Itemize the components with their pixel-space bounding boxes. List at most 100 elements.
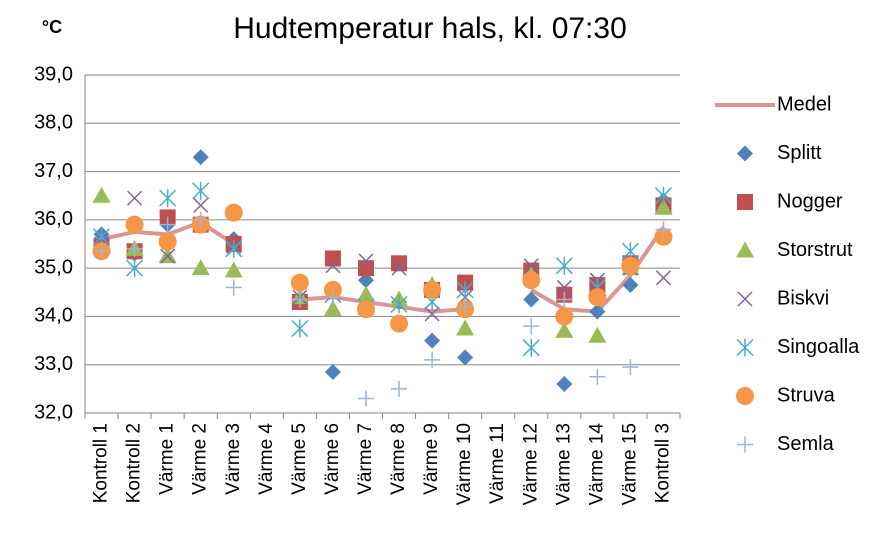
data-point bbox=[224, 203, 243, 222]
x-tick-label: Värme 5 bbox=[289, 423, 310, 495]
legend-label: Medel bbox=[777, 93, 831, 115]
series-line bbox=[101, 220, 666, 314]
data-point bbox=[589, 368, 606, 385]
data-point bbox=[191, 259, 210, 276]
data-point bbox=[358, 253, 374, 269]
chart-title: Hudtemperatur hals, kl. 07:30 bbox=[233, 12, 627, 45]
x-tick-label: Värme 3 bbox=[223, 423, 244, 495]
data-point bbox=[457, 298, 474, 315]
x-tick-label: Värme 8 bbox=[388, 423, 409, 495]
y-tick-label: 35,0 bbox=[34, 256, 73, 278]
x-tick-label: Värme 10 bbox=[454, 423, 475, 505]
data-point bbox=[424, 332, 441, 349]
data-point bbox=[125, 215, 144, 234]
legend-label: Nogger bbox=[777, 190, 843, 212]
data-point bbox=[92, 186, 111, 203]
legend-swatch bbox=[737, 291, 753, 307]
data-point bbox=[555, 307, 574, 326]
data-point bbox=[555, 256, 573, 275]
legend-label: Storstrut bbox=[777, 239, 853, 261]
legend-label: Splitt bbox=[777, 142, 822, 164]
data-point bbox=[324, 289, 341, 306]
data-point bbox=[93, 243, 110, 260]
data-point bbox=[356, 285, 375, 302]
data-point bbox=[423, 280, 442, 299]
x-tick-label: Värme 14 bbox=[586, 423, 607, 506]
x-tick-label: Värme 6 bbox=[322, 423, 343, 495]
data-point bbox=[655, 221, 672, 238]
legend-swatch bbox=[736, 387, 754, 405]
data-point bbox=[424, 351, 441, 368]
x-tick-label: Värme 12 bbox=[520, 423, 541, 505]
legend-swatch bbox=[737, 436, 753, 453]
data-point bbox=[622, 277, 639, 294]
data-point bbox=[390, 295, 408, 314]
legend-swatch bbox=[736, 338, 754, 357]
data-point bbox=[192, 211, 209, 228]
data-point bbox=[192, 149, 209, 166]
data-point bbox=[654, 186, 673, 205]
y-tick-label: 36,0 bbox=[34, 208, 73, 230]
data-point bbox=[556, 376, 573, 393]
legend-swatch bbox=[737, 194, 753, 210]
y-axis-label: °C bbox=[42, 17, 62, 37]
data-point bbox=[523, 258, 539, 274]
data-point bbox=[357, 272, 374, 289]
x-tick-label: Värme 9 bbox=[421, 423, 442, 495]
data-point bbox=[456, 280, 474, 299]
data-point bbox=[127, 190, 143, 206]
data-point bbox=[159, 189, 177, 208]
data-point bbox=[160, 248, 176, 264]
data-point bbox=[424, 306, 440, 322]
data-point bbox=[390, 314, 409, 333]
data-point bbox=[522, 338, 540, 357]
data-point bbox=[588, 326, 607, 343]
data-point bbox=[622, 359, 639, 376]
legend-label: Biskvi bbox=[777, 287, 829, 309]
data-point bbox=[356, 300, 375, 319]
data-point bbox=[589, 303, 606, 320]
data-point bbox=[126, 240, 143, 257]
legend-swatch bbox=[737, 145, 753, 162]
y-tick-label: 33,0 bbox=[34, 353, 73, 375]
x-tick-label: Kontroll 3 bbox=[652, 423, 673, 503]
x-tick-label: Kontroll 1 bbox=[91, 423, 112, 503]
data-point bbox=[159, 216, 176, 233]
y-tick-label: 32,0 bbox=[34, 401, 73, 423]
data-point bbox=[158, 232, 177, 251]
data-point bbox=[456, 319, 475, 336]
data-point bbox=[523, 318, 540, 335]
data-point bbox=[588, 288, 607, 307]
x-tick-label: Värme 4 bbox=[256, 423, 277, 495]
y-tick-label: 38,0 bbox=[34, 112, 73, 134]
legend-label: Singoalla bbox=[777, 336, 860, 358]
x-tick-label: Värme 7 bbox=[355, 423, 376, 495]
data-point bbox=[457, 349, 474, 366]
data-point bbox=[391, 380, 408, 397]
legend-label: Semla bbox=[777, 433, 835, 455]
data-point bbox=[225, 239, 243, 258]
data-point bbox=[324, 250, 341, 267]
data-point bbox=[126, 259, 144, 278]
y-tick-label: 34,0 bbox=[34, 305, 73, 327]
data-point bbox=[224, 261, 243, 278]
x-tick-label: Värme 11 bbox=[487, 423, 508, 504]
data-point bbox=[325, 258, 341, 274]
data-point bbox=[323, 300, 342, 317]
legend-label: Struva bbox=[777, 384, 836, 406]
data-point bbox=[225, 279, 242, 296]
data-point bbox=[357, 260, 374, 277]
data-point bbox=[654, 198, 673, 215]
data-point bbox=[192, 181, 210, 200]
data-point bbox=[290, 273, 309, 292]
data-point bbox=[522, 271, 541, 290]
y-tick-label: 39,0 bbox=[34, 63, 73, 85]
data-point bbox=[391, 255, 408, 272]
x-tick-label: Värme 2 bbox=[190, 423, 211, 495]
data-point bbox=[391, 260, 407, 276]
x-tick-label: Värme 13 bbox=[553, 423, 574, 505]
x-tick-label: Kontroll 2 bbox=[124, 423, 145, 503]
data-point bbox=[291, 291, 308, 308]
data-point bbox=[324, 363, 341, 380]
data-point bbox=[291, 319, 309, 338]
